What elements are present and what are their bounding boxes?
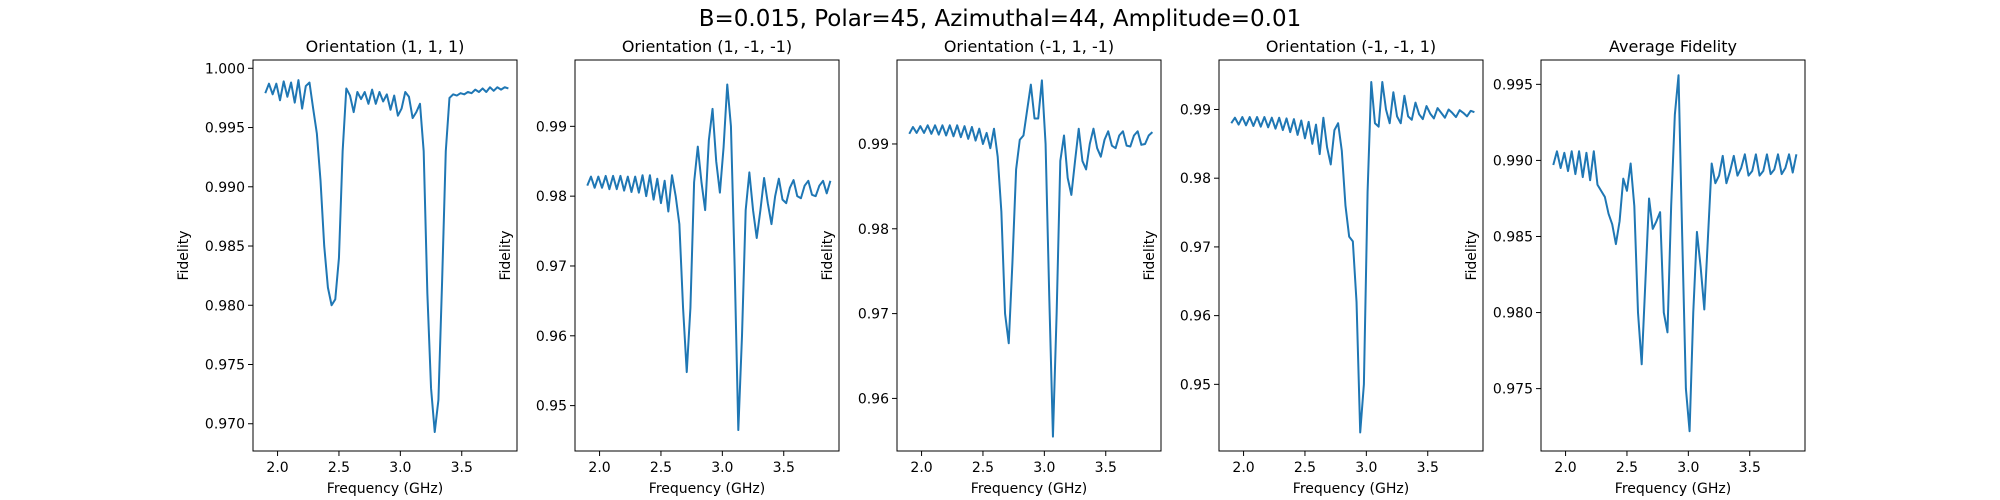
- x-tick-label: 3.5: [1739, 460, 1761, 476]
- x-tick-label: 3.5: [773, 460, 795, 476]
- x-tick-label: 3.5: [1095, 460, 1117, 476]
- y-axis-label: Fidelity: [176, 231, 192, 281]
- chart-title: Orientation (1, -1, -1): [622, 37, 792, 56]
- y-tick-label: 0.97: [858, 307, 889, 323]
- series-line: [1552, 74, 1798, 433]
- y-axis-label: Fidelity: [498, 231, 514, 281]
- y-tick-label: 0.97: [1180, 240, 1211, 256]
- y-tick-label: 0.970: [205, 417, 245, 433]
- x-tick-label: 2.5: [328, 460, 350, 476]
- y-tick-label: 0.96: [1180, 309, 1211, 325]
- y-axis-label: Fidelity: [1464, 231, 1480, 281]
- y-tick-label: 0.990: [1493, 153, 1533, 169]
- x-axis-label: Frequency (GHz): [971, 481, 1087, 497]
- figure-title: B=0.015, Polar=45, Azimuthal=44, Amplitu…: [698, 6, 1302, 32]
- chart-title: Orientation (-1, 1, -1): [944, 37, 1114, 56]
- x-tick-label: 3.5: [1417, 460, 1439, 476]
- x-tick-label: 3.0: [711, 460, 733, 476]
- chart-title: Orientation (1, 1, 1): [306, 37, 465, 56]
- x-tick-label: 3.0: [389, 460, 411, 476]
- y-tick-label: 0.995: [205, 121, 245, 137]
- x-tick-label: 2.5: [972, 460, 994, 476]
- x-tick-label: 2.0: [910, 460, 932, 476]
- y-tick-label: 0.975: [1493, 382, 1533, 398]
- x-tick-label: 2.0: [588, 460, 610, 476]
- chart-panel-4: 2.0 2.5 3.0 3.5 0.95 0.96 0.97 0.98 0.99 Orientat…: [1142, 37, 1484, 497]
- x-tick-label: 3.0: [1677, 460, 1699, 476]
- x-axis-label: Frequency (GHz): [327, 481, 443, 497]
- y-tick-label: 0.975: [205, 358, 245, 374]
- y-tick-label: 1.000: [205, 61, 245, 77]
- series-line: [264, 79, 509, 434]
- x-tick-label: 3.0: [1033, 460, 1055, 476]
- y-axis-label: Fidelity: [1142, 231, 1158, 281]
- x-tick-label: 2.0: [266, 460, 288, 476]
- y-tick-label: 0.95: [1180, 377, 1211, 393]
- chart-panel-2: 2.0 2.5 3.0 3.5 0.95 0.96 0.97 0.98 0.99 Orientat…: [498, 37, 840, 497]
- y-tick-label: 0.990: [205, 180, 245, 196]
- x-tick-label: 2.0: [1232, 460, 1254, 476]
- y-tick-label: 0.96: [858, 391, 889, 407]
- y-tick-label: 0.985: [1493, 229, 1533, 245]
- y-tick-label: 0.98: [1180, 171, 1211, 187]
- x-tick-label: 2.5: [1294, 460, 1316, 476]
- x-tick-label: 2.5: [1616, 460, 1638, 476]
- chart-title: Orientation (-1, -1, 1): [1266, 37, 1436, 56]
- chart-title: Average Fidelity: [1609, 37, 1737, 56]
- y-tick-label: 0.99: [536, 119, 567, 135]
- y-tick-label: 0.980: [205, 298, 245, 314]
- y-tick-label: 0.97: [536, 259, 567, 275]
- y-tick-label: 0.980: [1493, 306, 1533, 322]
- axes-frame: [896, 59, 1162, 452]
- y-tick-label: 0.99: [858, 137, 889, 153]
- y-tick-label: 0.995: [1493, 77, 1533, 93]
- series-line: [586, 83, 832, 432]
- x-axis-label: Frequency (GHz): [649, 481, 765, 497]
- y-axis-label: Fidelity: [820, 231, 836, 281]
- y-tick-label: 0.985: [205, 239, 245, 255]
- chart-panel-1: 2.0 2.5 3.0 3.5 0.970 0.975 0.980 0.985 0.990 0.9…: [176, 37, 518, 497]
- y-tick-label: 0.98: [536, 189, 567, 205]
- chart-panel-5: 2.0 2.5 3.0 3.5 0.975 0.980 0.985 0.990 0.995 Ave…: [1464, 37, 1806, 497]
- x-tick-label: 3.5: [451, 460, 473, 476]
- x-axis-label: Frequency (GHz): [1615, 481, 1731, 497]
- x-tick-label: 3.0: [1355, 460, 1377, 476]
- series-line: [1230, 80, 1475, 434]
- x-tick-label: 2.0: [1554, 460, 1576, 476]
- axes-frame: [1540, 59, 1806, 452]
- axes-frame: [252, 59, 518, 452]
- chart-panel-3: 2.0 2.5 3.0 3.5 0.96 0.97 0.98 0.99 Orientation …: [820, 37, 1162, 497]
- y-tick-label: 0.98: [858, 222, 889, 238]
- y-tick-label: 0.96: [536, 329, 567, 345]
- y-tick-label: 0.99: [1180, 102, 1211, 118]
- y-tick-label: 0.95: [536, 399, 567, 415]
- axes-frame: [1218, 59, 1484, 452]
- x-axis-label: Frequency (GHz): [1293, 481, 1409, 497]
- axes-frame: [574, 59, 840, 452]
- x-tick-label: 2.5: [650, 460, 672, 476]
- series-line: [908, 79, 1154, 438]
